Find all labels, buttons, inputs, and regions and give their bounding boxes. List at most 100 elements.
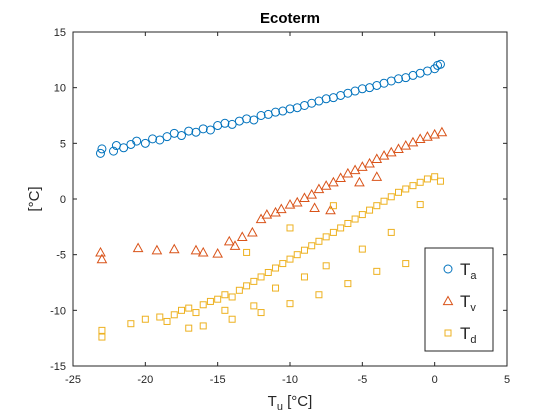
data-point-circle — [394, 74, 403, 84]
legend-entry-ta-main: T — [460, 260, 470, 279]
legend-marker-square — [444, 329, 452, 337]
series-layer — [95, 59, 448, 341]
legend-entry-td-main: T — [460, 324, 470, 343]
legend-markers — [442, 264, 454, 337]
y-tick-label: -5 — [56, 250, 66, 262]
data-point-square — [243, 282, 251, 290]
data-point-square — [243, 248, 251, 256]
data-point-triangle — [236, 231, 248, 241]
data-point-triangle — [309, 202, 320, 213]
data-point-circle — [220, 118, 230, 128]
data-point-circle — [285, 104, 295, 114]
legend-entry-td: Td — [460, 324, 477, 346]
data-point-triangle — [378, 150, 390, 160]
data-point-square — [416, 178, 424, 186]
data-point-triangle — [354, 176, 365, 187]
data-point-square — [329, 202, 337, 210]
data-point-triangle — [261, 209, 273, 219]
data-point-square — [315, 237, 323, 245]
data-point-triangle — [313, 183, 325, 194]
data-point-triangle — [349, 164, 361, 175]
data-point-circle — [256, 111, 266, 120]
legend-marker-triangle — [442, 295, 454, 306]
legend-entry-tv: Tv — [460, 292, 476, 314]
legend-entry-tv-main: T — [460, 292, 470, 311]
data-point-square — [206, 297, 214, 305]
x-tick-label: 5 — [504, 374, 510, 386]
data-point-triangle — [96, 253, 108, 264]
data-point-circle — [191, 127, 201, 137]
data-point-square — [373, 267, 381, 275]
data-point-square — [416, 201, 424, 209]
data-point-square — [279, 260, 287, 268]
data-point-square — [199, 301, 207, 309]
x-tick-label: -20 — [137, 374, 153, 386]
data-point-triangle — [320, 180, 332, 190]
data-point-circle — [177, 131, 186, 141]
data-point-square — [286, 300, 294, 308]
data-point-circle — [357, 84, 367, 94]
series-square — [98, 173, 444, 341]
data-point-square — [358, 211, 366, 219]
x-axis-label-main: T — [268, 393, 277, 410]
data-point-triangle — [371, 153, 383, 164]
data-point-square — [199, 322, 207, 330]
data-point-triangle — [356, 161, 368, 171]
data-point-square — [272, 264, 280, 272]
data-point-square — [366, 206, 374, 214]
data-point-triangle — [190, 244, 202, 255]
data-point-square — [98, 326, 106, 334]
data-point-triangle — [342, 167, 354, 178]
data-point-square — [272, 284, 280, 292]
data-point-triangle — [247, 226, 258, 237]
data-point-triangle — [168, 243, 180, 254]
data-point-square — [293, 251, 301, 259]
data-point-circle — [119, 143, 129, 153]
data-point-triangle — [223, 235, 235, 246]
data-point-circle — [140, 138, 150, 148]
y-axis-label: [°C] — [26, 186, 43, 211]
y-tick-label: 15 — [54, 27, 66, 39]
data-point-triangle — [95, 246, 106, 257]
data-point-square — [431, 173, 439, 181]
data-point-circle — [242, 114, 252, 124]
data-point-square — [156, 313, 164, 321]
data-point-square — [344, 219, 352, 227]
data-point-square — [387, 228, 395, 236]
data-point-square — [214, 295, 222, 303]
data-point-square — [344, 280, 352, 288]
data-point-square — [322, 233, 330, 241]
chart-title: Ecoterm — [260, 10, 320, 27]
data-point-circle — [430, 64, 440, 74]
legend-entry-tv-sub: v — [470, 302, 476, 314]
y-tick-label: -15 — [50, 361, 66, 373]
data-point-square — [402, 185, 410, 193]
data-point-square — [264, 268, 272, 276]
data-point-circle — [148, 134, 158, 144]
data-point-square — [228, 293, 236, 301]
y-tick-label: 0 — [60, 194, 66, 206]
data-point-circle — [249, 115, 259, 125]
data-point-triangle — [306, 189, 318, 199]
x-tick-label: -15 — [210, 374, 226, 386]
data-point-triangle — [325, 204, 336, 215]
data-point-circle — [227, 119, 237, 129]
data-point-square — [358, 245, 366, 253]
data-point-square — [127, 320, 135, 328]
data-point-square — [228, 315, 236, 323]
data-point-square — [257, 309, 265, 317]
data-point-square — [250, 302, 258, 310]
data-point-square — [373, 202, 381, 210]
data-point-triangle — [151, 244, 163, 255]
legend-entry-ta-sub: a — [470, 270, 477, 282]
data-point-circle — [198, 124, 208, 134]
data-point-triangle — [385, 146, 397, 157]
data-point-circle — [184, 126, 194, 136]
data-point-triangle — [197, 246, 209, 257]
data-point-square — [380, 197, 388, 205]
data-point-square — [322, 262, 330, 270]
y-tick-label: -10 — [50, 305, 66, 317]
data-point-square — [221, 291, 229, 299]
data-point-square — [300, 246, 308, 254]
data-point-square — [409, 182, 417, 190]
